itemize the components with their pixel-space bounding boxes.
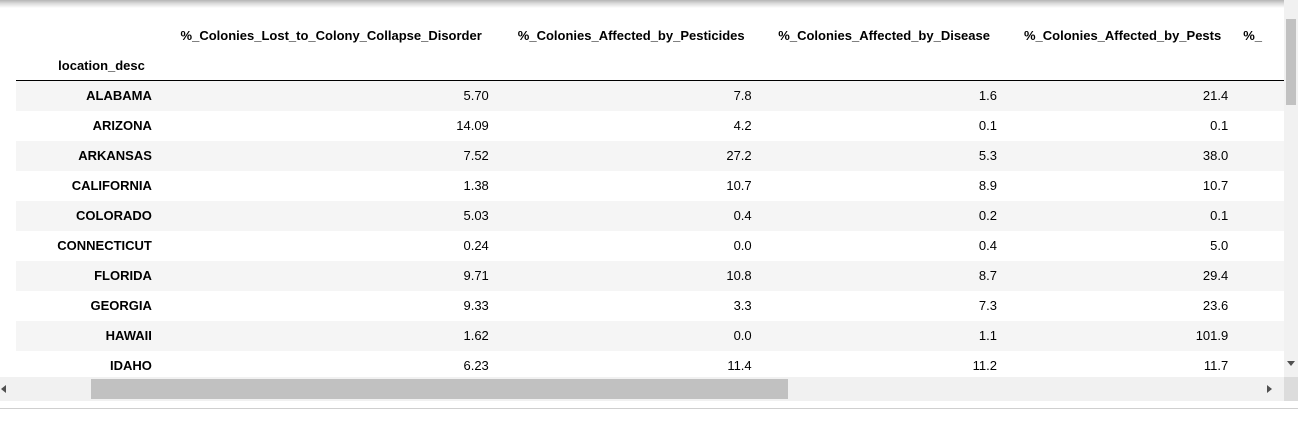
row-index-label: FLORIDA: [94, 268, 152, 283]
table-cell: 0.4: [978, 238, 997, 253]
vertical-scrollbar-thumb[interactable]: [1286, 19, 1296, 105]
table-cell-clipped: [1228, 111, 1284, 141]
row-index-label: CALIFORNIA: [71, 178, 152, 193]
column-header: %_Colonies_Affected_by_Disease: [778, 27, 990, 43]
table-cell: 1.6: [978, 88, 997, 104]
output-top-shadow: [0, 0, 1298, 8]
table-cell: 7.3: [978, 298, 997, 313]
horizontal-scrollbar[interactable]: [0, 377, 1284, 401]
table-row: COLORADO 5.03 0.4 0.2 0.1: [16, 200, 1284, 231]
table-cell: 0.24: [463, 238, 489, 253]
table-cell-clipped: [1228, 351, 1284, 378]
table-cell: 11.7: [1203, 358, 1229, 373]
table-row: ARKANSAS 7.52 27.2 5.3 38.0: [16, 140, 1284, 171]
table-cell: 1.1: [978, 328, 997, 343]
table-cell: 8.9: [978, 178, 997, 193]
scroll-right-arrow-icon[interactable]: [1267, 385, 1272, 393]
table-cell-clipped: [1228, 81, 1284, 111]
table-cell: 5.3: [978, 148, 997, 163]
table-cell: 14.09: [456, 118, 489, 133]
table-row: GEORGIA 9.33 3.3 7.3 23.6: [16, 290, 1284, 321]
table-cell: 101.9: [1195, 328, 1229, 343]
column-header-row: %_Colonies_Lost_to_Colony_Collapse_Disor…: [16, 20, 1284, 50]
row-index-label: GEORGIA: [90, 298, 152, 313]
vertical-scrollbar[interactable]: [1284, 0, 1298, 377]
table-cell: 8.7: [978, 268, 997, 283]
scroll-down-arrow-icon[interactable]: [1287, 361, 1295, 366]
header-corner: [16, 20, 152, 50]
column-header: %_Colonies_Affected_by_Pests: [1023, 27, 1222, 43]
table-cell: 4.2: [733, 118, 752, 133]
horizontal-scrollbar-thumb[interactable]: [91, 379, 788, 399]
table-cell: 7.8: [733, 88, 752, 104]
column-header: %_Colonies_Affected_by_Pesticides: [517, 27, 745, 43]
table-cell-clipped: [1228, 141, 1284, 171]
table-cell: 0.4: [733, 208, 752, 223]
table-cell: 0.1: [1210, 118, 1229, 133]
table-cell: 0.1: [1210, 208, 1229, 223]
table-cell-clipped: [1228, 291, 1284, 321]
table-body: ALABAMA 5.70 7.8 1.6 21.4 ARIZONA 14.09 4.2 0.1 0…: [16, 80, 1284, 378]
table-cell: 5.70: [463, 88, 489, 104]
row-index-label: HAWAII: [105, 328, 152, 343]
table-row: FLORIDA 9.71 10.8 8.7 29.4: [16, 260, 1284, 291]
table-cell-clipped: [1228, 201, 1284, 231]
table-cell: 0.0: [733, 238, 752, 253]
table-cell: 10.7: [726, 178, 752, 193]
table-cell: 10.8: [726, 268, 752, 283]
table-viewport[interactable]: %_Colonies_Lost_to_Colony_Collapse_Disor…: [0, 0, 1284, 377]
row-index-label: IDAHO: [109, 358, 152, 373]
table-cell: 9.33: [463, 298, 489, 313]
column-header: %_Colonies_Lost_to_Colony_Collapse_Disor…: [180, 27, 482, 43]
table-cell: 10.7: [1202, 178, 1229, 193]
table-cell: 3.3: [733, 298, 752, 313]
row-index-label: COLORADO: [76, 208, 152, 223]
table-cell: 11.4: [727, 358, 752, 373]
row-index-label: ARIZONA: [92, 118, 152, 133]
table-cell-clipped: [1228, 261, 1284, 291]
row-index-label: ALABAMA: [86, 88, 152, 104]
table-row: ALABAMA 5.70 7.8 1.6 21.4: [16, 80, 1284, 111]
table-cell: 0.1: [978, 118, 997, 133]
table-row: IDAHO 6.23 11.4 11.2 11.7: [16, 350, 1284, 378]
table-cell: 29.4: [1202, 268, 1229, 283]
table-row: ARIZONA 14.09 4.2 0.1 0.1: [16, 110, 1284, 141]
table-row: HAWAII 1.62 0.0 1.1 101.9: [16, 320, 1284, 351]
table-cell: 0.0: [733, 328, 752, 343]
output-bottom-border: [0, 408, 1298, 409]
index-header-row: location_desc: [16, 50, 1284, 81]
table-cell: 9.71: [463, 268, 489, 283]
table-cell: 23.6: [1202, 298, 1229, 313]
table-cell: 11.2: [972, 358, 997, 373]
table-cell: 21.4: [1202, 88, 1229, 104]
table-cell: 5.0: [1210, 238, 1229, 253]
index-name-header: location_desc: [16, 50, 152, 81]
row-index-label: CONNECTICUT: [57, 238, 152, 253]
table-cell: 6.23: [463, 358, 489, 373]
table-row: CONNECTICUT 0.24 0.0 0.4 5.0: [16, 230, 1284, 261]
table-cell-clipped: [1228, 321, 1284, 351]
table-cell: 5.03: [463, 208, 489, 223]
table-row: CALIFORNIA 1.38 10.7 8.9 10.7: [16, 170, 1284, 201]
table-cell: 7.52: [463, 148, 489, 163]
table-cell: 1.62: [463, 328, 489, 343]
column-header: %_: [1243, 27, 1263, 43]
scrollbar-corner: [1284, 377, 1298, 401]
table-cell-clipped: [1228, 171, 1284, 201]
dataframe-table: %_Colonies_Lost_to_Colony_Collapse_Disor…: [16, 20, 1284, 377]
table-cell: 0.2: [978, 208, 997, 223]
scroll-left-arrow-icon[interactable]: [1, 385, 6, 393]
table-cell: 27.2: [726, 148, 752, 163]
table-cell: 1.38: [463, 178, 489, 193]
row-index-label: ARKANSAS: [78, 148, 152, 163]
table-cell: 38.0: [1202, 148, 1229, 163]
table-cell-clipped: [1228, 231, 1284, 261]
